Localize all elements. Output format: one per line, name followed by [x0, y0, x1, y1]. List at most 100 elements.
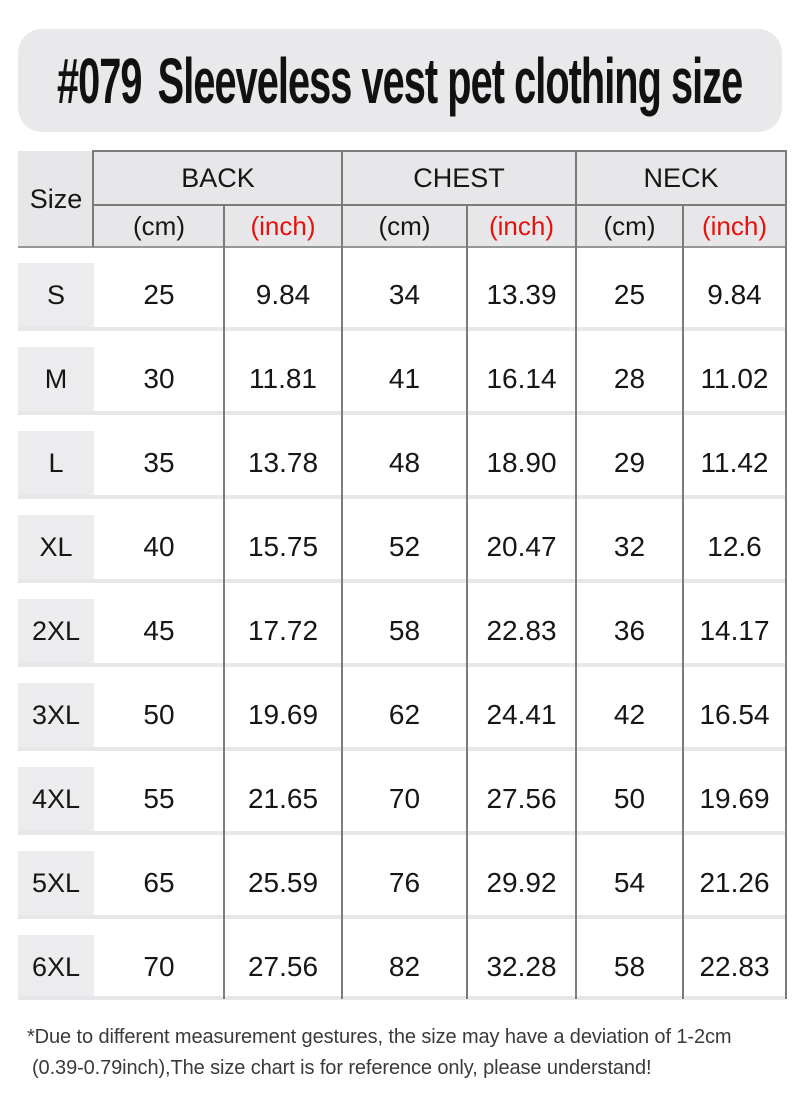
row-separator	[18, 579, 786, 583]
chest-cm-cell: 48	[342, 431, 467, 495]
neck-cm-cell: 28	[576, 347, 683, 411]
header-mid-line	[92, 204, 787, 206]
header-back-cm: (cm)	[133, 211, 185, 241]
neck-cm-cell: 42	[576, 683, 683, 747]
page-title: #079 Sleeveless vest pet clothing size	[57, 44, 744, 118]
back-inch-cell: 21.65	[224, 767, 342, 831]
footnote-line-2: (0.39-0.79inch),The size chart is for re…	[32, 1057, 652, 1079]
chest-cm-cell: 70	[342, 767, 467, 831]
neck-inch-cell: 14.17	[683, 599, 786, 663]
table-row-3xl: 3XL 50 19.69 62 24.41 42 16.54	[18, 683, 786, 747]
size-cell: XL	[18, 515, 94, 579]
neck-cm-cell: 25	[576, 263, 683, 327]
row-separator	[18, 996, 786, 1000]
header-size: Size	[29, 184, 83, 214]
header-chest: CHEST	[413, 162, 505, 193]
back-inch-cell: 11.81	[224, 347, 342, 411]
neck-inch-cell: 22.83	[683, 935, 786, 999]
neck-cm-cell: 54	[576, 851, 683, 915]
chest-cm-cell: 41	[342, 347, 467, 411]
back-inch-cell: 17.72	[224, 599, 342, 663]
neck-inch-cell: 11.02	[683, 347, 786, 411]
row-separator	[18, 915, 786, 919]
grid-line-right-edge	[785, 151, 787, 999]
back-cm-cell: 65	[94, 851, 224, 915]
table-row-s: S 25 9.84 34 13.39 25 9.84	[18, 263, 786, 327]
row-separator	[18, 327, 786, 331]
grid-line-chest-neck	[575, 151, 577, 999]
back-inch-cell: 27.56	[224, 935, 342, 999]
grid-line-back-chest	[341, 151, 343, 999]
back-cm-cell: 55	[94, 767, 224, 831]
footnote: *Due to different measurement gestures, …	[27, 1022, 787, 1084]
back-inch-cell: 15.75	[224, 515, 342, 579]
chest-cm-cell: 76	[342, 851, 467, 915]
neck-inch-cell: 16.54	[683, 683, 786, 747]
grid-line-size	[92, 151, 94, 247]
size-cell: 5XL	[18, 851, 94, 915]
row-separator	[18, 663, 786, 667]
neck-cm-cell: 29	[576, 431, 683, 495]
size-cell: 2XL	[18, 599, 94, 663]
back-cm-cell: 70	[94, 935, 224, 999]
chest-inch-cell: 24.41	[467, 683, 576, 747]
neck-inch-cell: 11.42	[683, 431, 786, 495]
row-separator	[18, 831, 786, 835]
chest-cm-cell: 58	[342, 599, 467, 663]
title-text: Sleeveless vest pet clothing size	[158, 44, 744, 117]
chest-inch-cell: 20.47	[467, 515, 576, 579]
chest-inch-cell: 29.92	[467, 851, 576, 915]
back-cm-cell: 25	[94, 263, 224, 327]
chest-cm-cell: 62	[342, 683, 467, 747]
header-back: BACK	[181, 162, 255, 193]
chest-inch-cell: 22.83	[467, 599, 576, 663]
chest-inch-cell: 13.39	[467, 263, 576, 327]
table-row-6xl: 6XL 70 27.56 82 32.28 58 22.83	[18, 935, 786, 999]
size-cell: 4XL	[18, 767, 94, 831]
neck-inch-cell: 21.26	[683, 851, 786, 915]
chest-cm-cell: 34	[342, 263, 467, 327]
back-inch-cell: 13.78	[224, 431, 342, 495]
size-cell: S	[18, 263, 94, 327]
table-row-2xl: 2XL 45 17.72 58 22.83 36 14.17	[18, 599, 786, 663]
chest-inch-cell: 16.14	[467, 347, 576, 411]
back-cm-cell: 30	[94, 347, 224, 411]
back-cm-cell: 35	[94, 431, 224, 495]
header-back-inch: (inch)	[250, 211, 316, 241]
chest-cm-cell: 52	[342, 515, 467, 579]
size-cell: 6XL	[18, 935, 94, 999]
size-cell: 3XL	[18, 683, 94, 747]
back-inch-cell: 25.59	[224, 851, 342, 915]
row-separator	[18, 747, 786, 751]
neck-cm-cell: 50	[576, 767, 683, 831]
table-header: Size BACK CHEST NECK (cm) (inch) (cm) (i…	[18, 151, 786, 248]
neck-cm-cell: 58	[576, 935, 683, 999]
chest-inch-cell: 32.28	[467, 935, 576, 999]
chest-inch-cell: 27.56	[467, 767, 576, 831]
header-bottom-line	[18, 246, 787, 248]
title-banner: #079 Sleeveless vest pet clothing size	[18, 29, 782, 132]
header-chest-cm: (cm)	[378, 211, 431, 241]
table-row-5xl: 5XL 65 25.59 76 29.92 54 21.26	[18, 851, 786, 915]
table-row-4xl: 4XL 55 21.65 70 27.56 50 19.69	[18, 767, 786, 831]
grid-line-chest-sub	[466, 205, 468, 999]
row-separator	[18, 495, 786, 499]
back-inch-cell: 9.84	[224, 263, 342, 327]
product-code: #079	[57, 44, 142, 117]
back-cm-cell: 45	[94, 599, 224, 663]
grid-line-neck-sub	[682, 205, 684, 999]
header-top-line	[92, 150, 787, 152]
neck-cm-cell: 36	[576, 599, 683, 663]
chest-cm-cell: 82	[342, 935, 467, 999]
neck-inch-cell: 19.69	[683, 767, 786, 831]
neck-inch-cell: 12.6	[683, 515, 786, 579]
back-cm-cell: 40	[94, 515, 224, 579]
header-neck-cm: (cm)	[603, 211, 656, 241]
row-separator	[18, 411, 786, 415]
size-cell: L	[18, 431, 94, 495]
table-row-xl: XL 40 15.75 52 20.47 32 12.6	[18, 515, 786, 579]
neck-inch-cell: 9.84	[683, 263, 786, 327]
grid-line-back-sub	[223, 205, 225, 999]
table-row-m: M 30 11.81 41 16.14 28 11.02	[18, 347, 786, 411]
